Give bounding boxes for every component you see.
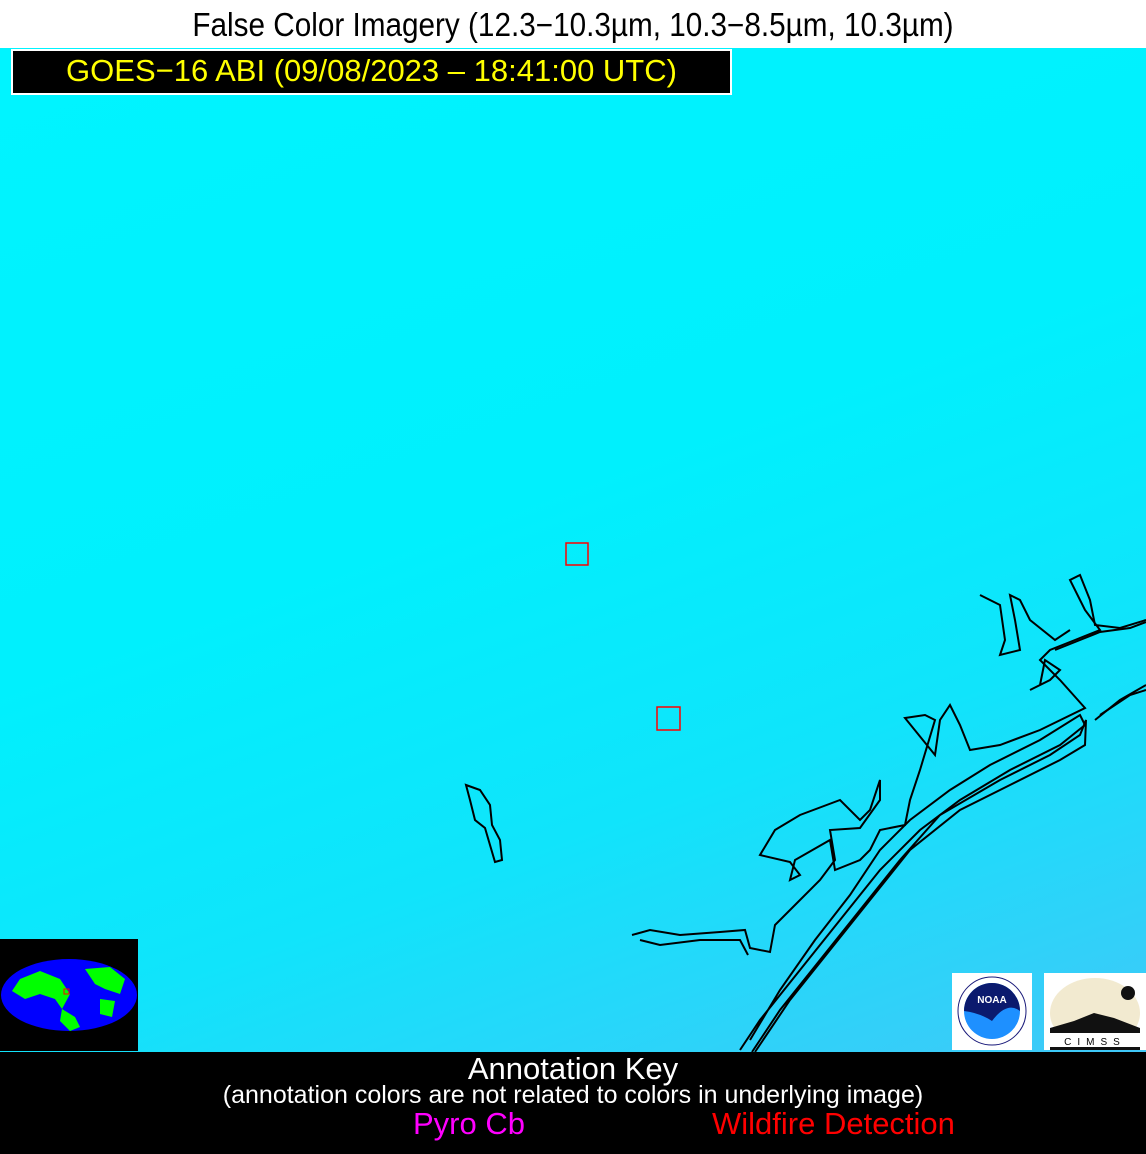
svg-text:CIMSS: CIMSS <box>1064 1037 1126 1048</box>
cimss-logo: CIMSS <box>1044 973 1146 1050</box>
annotation-key-title: Annotation Key <box>467 1051 679 1086</box>
detection-box <box>656 706 681 731</box>
noaa-logo: NOAA <box>952 973 1032 1050</box>
satellite-map <box>0 48 1146 1052</box>
coastline <box>464 573 1146 1053</box>
annotation-key-note: (annotation colors are not related to co… <box>222 1081 924 1109</box>
globe-inset <box>0 939 138 1051</box>
globe-icon <box>1 959 137 1031</box>
annotation-key: Annotation Key (annotation colors are no… <box>0 1052 1146 1154</box>
satellite-timestamp: GOES−16 ABI (09/08/2023 – 18:41:00 UTC) <box>11 49 732 95</box>
detection-box <box>565 542 589 566</box>
svg-text:NOAA: NOAA <box>977 995 1006 1006</box>
image-title: False Color Imagery (12.3−10.3µm, 10.3−8… <box>57 0 1089 48</box>
legend-wildfire-detection: Wildfire Detection <box>712 1106 955 1141</box>
legend-pyro-cb: Pyro Cb <box>413 1106 525 1141</box>
